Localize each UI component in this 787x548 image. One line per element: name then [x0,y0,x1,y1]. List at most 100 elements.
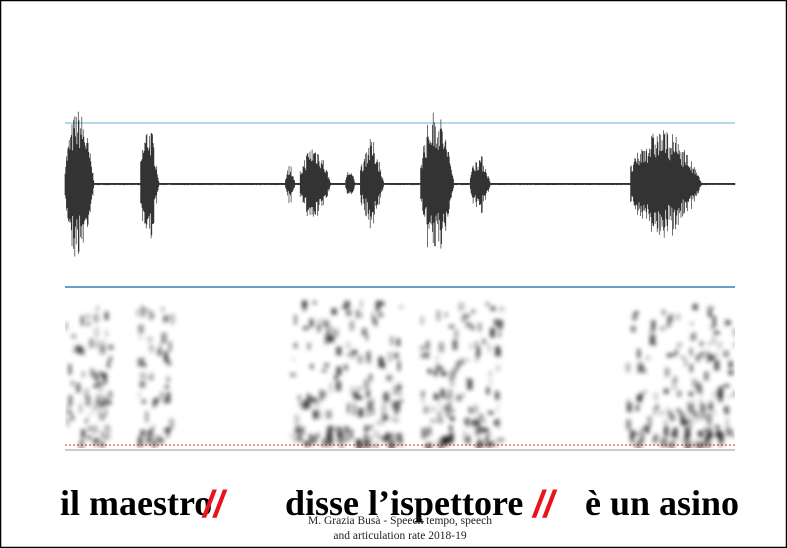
spectrogram-blob [438,397,441,407]
spectrogram-blob [371,312,375,321]
spectrogram-blob [139,334,143,340]
spectrogram-blob [473,341,478,349]
spectrogram-blob [321,440,327,448]
spectrogram-blob [732,328,735,337]
spectrogram-blob [294,428,298,432]
spectrogram-blob [99,401,104,407]
spectrogram-blob [383,414,388,421]
spectrogram-blob [105,330,109,337]
spectrogram-blob [668,313,675,322]
spectrogram-blob [335,381,342,392]
spectrogram-blob [399,305,404,310]
spectrogram-blob [689,363,694,373]
spectrogram-blob [464,313,471,318]
spectrogram-blob [378,356,384,368]
spectrogram-blob [88,426,92,431]
spectrogram-blob [350,429,353,440]
spectrogram-blob [324,363,330,367]
spectrogram-blob [421,427,428,439]
spectrogram-blob [709,308,712,316]
spectrogram-blob [682,419,689,426]
spectrogram-blob [87,413,90,418]
spectrogram-blob [424,351,430,359]
spectrogram-blob [352,403,356,408]
spectrogram-blob [379,435,385,440]
spectrogram-blob [638,436,644,444]
spectrogram-blob [658,435,663,443]
spectrogram-blob [713,331,720,335]
spectrogram-blob [665,407,669,412]
spectrogram-blob [309,318,314,328]
spectrogram-blob [660,440,663,448]
spectrogram-blob [653,436,657,443]
spectrogram-blob [637,440,642,448]
spectrogram-blob [490,327,495,338]
spectrogram-blob [315,434,318,443]
spectrogram-blob [162,428,166,433]
spectrogram-blob [391,401,396,410]
spectrogram-blob [99,414,105,421]
spectrogram-blob [461,314,467,322]
spectrogram-blob [323,320,327,327]
spectrogram-blob [366,399,370,411]
spectrogram-blob [83,388,90,398]
spectrogram-blob [629,430,635,441]
spectrogram-blob [141,399,147,404]
spectrogram-blob [479,413,483,419]
spectrogram-blob [108,391,113,398]
spectrogram-blob [420,345,425,351]
spectrogram-blob [478,426,483,434]
spectrogram-blob [292,358,295,362]
spectrogram-blob [448,324,455,329]
spectrogram-blob [94,438,100,442]
spectrogram-blob [667,368,671,376]
spectrogram-blob [667,316,671,328]
spectrogram-blob [152,399,156,408]
spectrogram-blob [355,438,361,446]
spectrogram-blob [712,391,718,399]
spectrogram-blob [395,418,400,423]
spectrogram-blob [709,354,715,361]
spectrogram-blob [449,432,454,442]
spectrogram-blob [667,410,673,417]
spectrogram-blob [708,405,711,410]
spectrogram-blob [102,395,108,407]
spectrogram-blob [446,435,453,444]
spectrogram-blob [450,416,455,421]
spectrogram-blob [143,363,147,368]
spectrogram-blob [684,427,691,438]
spectrogram-blob [159,342,162,351]
spectrogram-blob [711,335,716,345]
spectrogram-blob [330,436,334,446]
spectrogram-blob [138,436,143,448]
spectrogram-blob [347,402,350,414]
spectrogram-blob [655,433,658,438]
spectrogram-blob [96,305,99,312]
spectrogram-blob [167,360,172,367]
spectrogram-blob [448,370,455,380]
spectrogram-blob [152,435,158,441]
spectrogram-blob [706,442,710,448]
spectrogram-blob [673,426,676,436]
spectrogram-blob [703,427,708,432]
spectrogram-blob [688,391,694,397]
spectrogram-blob [473,405,479,413]
spectrogram-blob [694,414,700,423]
spectrogram-blob [474,426,479,434]
spectrogram-blob [465,417,470,427]
spectrogram-blob [353,391,359,400]
spectrogram-blob [692,410,698,418]
spectrogram-blob [481,418,486,423]
spectrogram-blob [715,431,720,439]
spectrogram-blob [357,395,363,400]
spectrogram-blob [95,394,102,405]
spectrogram-blob [365,334,369,341]
spectrogram-blob [327,318,330,326]
spectrogram-blob [449,377,455,387]
spectrogram-blob [388,351,392,363]
spectrogram-blob [324,334,328,345]
spectrogram-blob [396,338,401,347]
spectrogram-blob [496,403,499,413]
spectrogram-blob [678,439,685,443]
spectrogram-blob [89,338,94,348]
